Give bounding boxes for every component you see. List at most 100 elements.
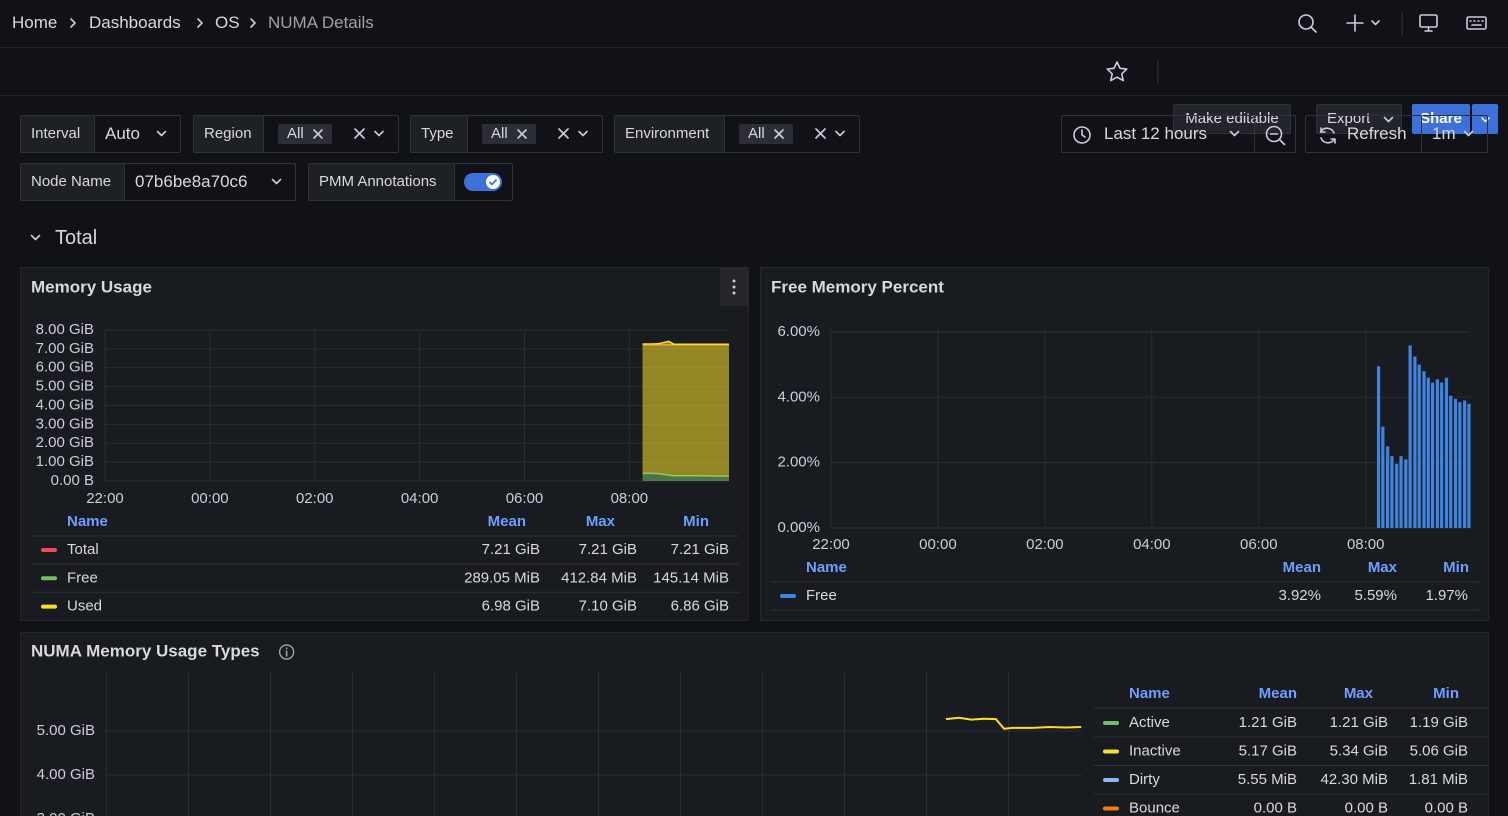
bar [1381,427,1384,528]
y-tick-label: 3.00 GiB [37,810,95,816]
environment-variable[interactable]: Environment All [614,115,860,153]
legend-header[interactable]: Mean [488,513,526,530]
legend-header[interactable]: Min [683,513,709,530]
variable-label: PMM Annotations [309,164,455,200]
kiosk-icon[interactable] [1420,15,1437,31]
time-range-picker[interactable]: Last 12 hours [1061,115,1255,153]
legend-min: 7.21 GiB [671,541,729,558]
zoom-out-button[interactable] [1254,115,1296,153]
keyboard-icon[interactable] [1467,17,1486,29]
panel: Free Memory Percent0.00%2.00%4.00%6.00%2… [760,267,1489,621]
y-tick-label: 5.00 GiB [36,378,94,395]
legend-header[interactable]: Min [1443,559,1469,576]
refresh-interval-picker[interactable]: 1m [1421,115,1488,153]
legend-name[interactable]: Dirty [1129,771,1160,788]
row-collapse-icon[interactable] [28,232,44,244]
y-tick-label: 4.00 GiB [36,396,94,413]
panel: Memory Usage 0.00 B 1.00 GiB 2.00 GiB 3.00 G… [20,267,749,621]
legend-header[interactable]: Name [1129,685,1170,702]
row-title[interactable]: Total [55,227,97,250]
y-tick-label: 4.00 GiB [37,766,95,783]
y-tick-label: 1.00 GiB [36,453,94,470]
legend-mean: 7.21 GiB [482,541,540,558]
x-tick-label: 04:00 [1133,536,1171,553]
panel-title: Memory Usage [31,277,152,296]
bar [1395,464,1398,528]
bar [1427,378,1430,528]
legend-max: 0.00 B [1345,799,1388,816]
legend-color [780,594,796,598]
legend-min: 1.19 GiB [1410,714,1468,731]
x-tick-label: 06:00 [506,490,544,507]
add-icon[interactable] [1347,15,1379,31]
menu-dot [733,280,736,283]
bar [1458,402,1461,528]
variable-label: Interval [21,116,95,152]
node-name-variable[interactable]: Node Name 07b6be8a70c6 [20,163,296,201]
x-tick-label: 22:00 [812,536,850,553]
interval-variable[interactable]: Interval Auto [20,115,181,153]
variable-value: All [748,125,765,142]
bar [1467,404,1470,528]
legend-max: 1.21 GiB [1330,714,1388,731]
search-icon[interactable] [1299,15,1316,32]
legend-name[interactable]: Bounce [1129,799,1180,816]
x-tick-label: 00:00 [191,490,229,507]
legend-name[interactable]: Total [67,541,99,558]
panel-title: Free Memory Percent [771,277,944,296]
x-tick-label: 02:00 [1026,536,1064,553]
legend-color [1103,807,1119,811]
refresh-interval: 1m [1432,116,1456,152]
legend-header[interactable]: Mean [1283,559,1321,576]
legend-max: 7.21 GiB [579,541,637,558]
y-tick-label: 7.00 GiB [36,340,94,357]
legend-color [41,605,57,609]
panel: NUMA Memory Usage Types3.00 GiB4.00 GiB5… [20,632,1489,816]
toggle-knob [486,175,500,189]
legend-max: 412.84 MiB [561,569,637,586]
y-tick-label: 2.00% [777,454,820,471]
variable-label: Type [411,116,468,152]
legend-max: 5.34 GiB [1330,742,1388,759]
legend-mean: 3.92% [1278,587,1321,604]
region-variable[interactable]: Region All [193,115,399,153]
legend-mean: 289.05 MiB [464,569,540,586]
x-tick-label: 08:00 [611,490,649,507]
legend-header[interactable]: Name [806,559,847,576]
top-bar: Home Dashboards OS NUMA Details [0,0,1508,48]
x-tick-label: 00:00 [919,536,957,553]
variable-value-pill[interactable]: All [739,124,793,144]
legend-header[interactable]: Name [67,513,108,530]
type-variable[interactable]: Type All [410,115,603,153]
star-icon[interactable] [1100,54,1170,90]
y-tick-label: 0.00 B [51,472,94,489]
variable-value-pill[interactable]: All [278,124,332,144]
legend-mean: 6.98 GiB [482,598,540,615]
variable-value-pill[interactable]: All [482,124,536,144]
toggle-container [464,172,504,192]
legend-name[interactable]: Free [67,569,98,586]
legend-header[interactable]: Max [1368,559,1398,576]
x-tick-label: 08:00 [1347,536,1385,553]
y-tick-label: 2.00 GiB [36,434,94,451]
legend-name[interactable]: Used [67,598,102,615]
dashboard-toolbar: Make editable Export Share [0,48,1508,96]
legend-name[interactable]: Active [1129,714,1170,731]
legend-min: 145.14 MiB [653,569,729,586]
legend-min: 6.86 GiB [671,598,729,615]
legend-header[interactable]: Mean [1259,685,1297,702]
legend-header[interactable]: Min [1433,685,1459,702]
legend-header[interactable]: Max [586,513,616,530]
refresh-button[interactable]: Refresh [1305,115,1422,153]
variable-label: Node Name [21,164,125,200]
legend-min: 5.06 GiB [1410,742,1468,759]
legend-header[interactable]: Max [1344,685,1374,702]
legend-name[interactable]: Free [806,587,837,604]
y-tick-label: 3.00 GiB [36,415,94,432]
bar [1413,356,1416,528]
variable-label: Environment [615,116,725,152]
y-tick-label: 4.00% [777,388,820,405]
legend-min: 1.81 MiB [1409,771,1468,788]
legend-name[interactable]: Inactive [1129,742,1181,759]
